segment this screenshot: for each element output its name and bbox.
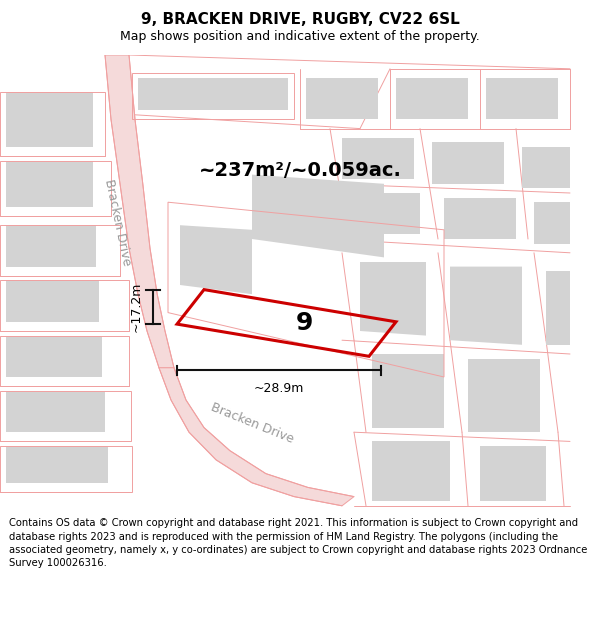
Polygon shape bbox=[342, 138, 414, 179]
Polygon shape bbox=[372, 441, 450, 501]
Polygon shape bbox=[468, 359, 540, 432]
Polygon shape bbox=[348, 193, 420, 234]
Polygon shape bbox=[6, 92, 93, 147]
Polygon shape bbox=[534, 202, 570, 244]
Polygon shape bbox=[360, 262, 426, 336]
Polygon shape bbox=[6, 281, 99, 322]
Text: ~28.9m: ~28.9m bbox=[254, 382, 304, 394]
Polygon shape bbox=[6, 391, 105, 432]
Polygon shape bbox=[486, 78, 558, 119]
Polygon shape bbox=[396, 78, 468, 119]
Polygon shape bbox=[159, 368, 354, 506]
Polygon shape bbox=[252, 174, 384, 258]
Text: ~237m²/~0.059ac.: ~237m²/~0.059ac. bbox=[199, 161, 401, 179]
Polygon shape bbox=[522, 147, 570, 188]
Text: Contains OS data © Crown copyright and database right 2021. This information is : Contains OS data © Crown copyright and d… bbox=[9, 518, 587, 568]
Text: ~17.2m: ~17.2m bbox=[129, 282, 142, 332]
Polygon shape bbox=[6, 225, 96, 267]
Polygon shape bbox=[6, 161, 93, 207]
Polygon shape bbox=[444, 198, 516, 239]
Text: Bracken Drive: Bracken Drive bbox=[102, 178, 133, 268]
Text: Bracken Drive: Bracken Drive bbox=[209, 401, 295, 446]
Polygon shape bbox=[6, 336, 102, 377]
Polygon shape bbox=[105, 55, 174, 368]
Polygon shape bbox=[180, 225, 252, 294]
Polygon shape bbox=[432, 142, 504, 184]
Text: Map shows position and indicative extent of the property.: Map shows position and indicative extent… bbox=[120, 30, 480, 43]
Polygon shape bbox=[546, 271, 570, 345]
Text: 9, BRACKEN DRIVE, RUGBY, CV22 6SL: 9, BRACKEN DRIVE, RUGBY, CV22 6SL bbox=[140, 12, 460, 27]
Text: 9: 9 bbox=[296, 311, 313, 335]
Polygon shape bbox=[450, 267, 522, 345]
Polygon shape bbox=[6, 446, 108, 483]
Polygon shape bbox=[480, 446, 546, 501]
Polygon shape bbox=[138, 78, 288, 110]
Polygon shape bbox=[306, 78, 378, 119]
Polygon shape bbox=[372, 354, 444, 428]
